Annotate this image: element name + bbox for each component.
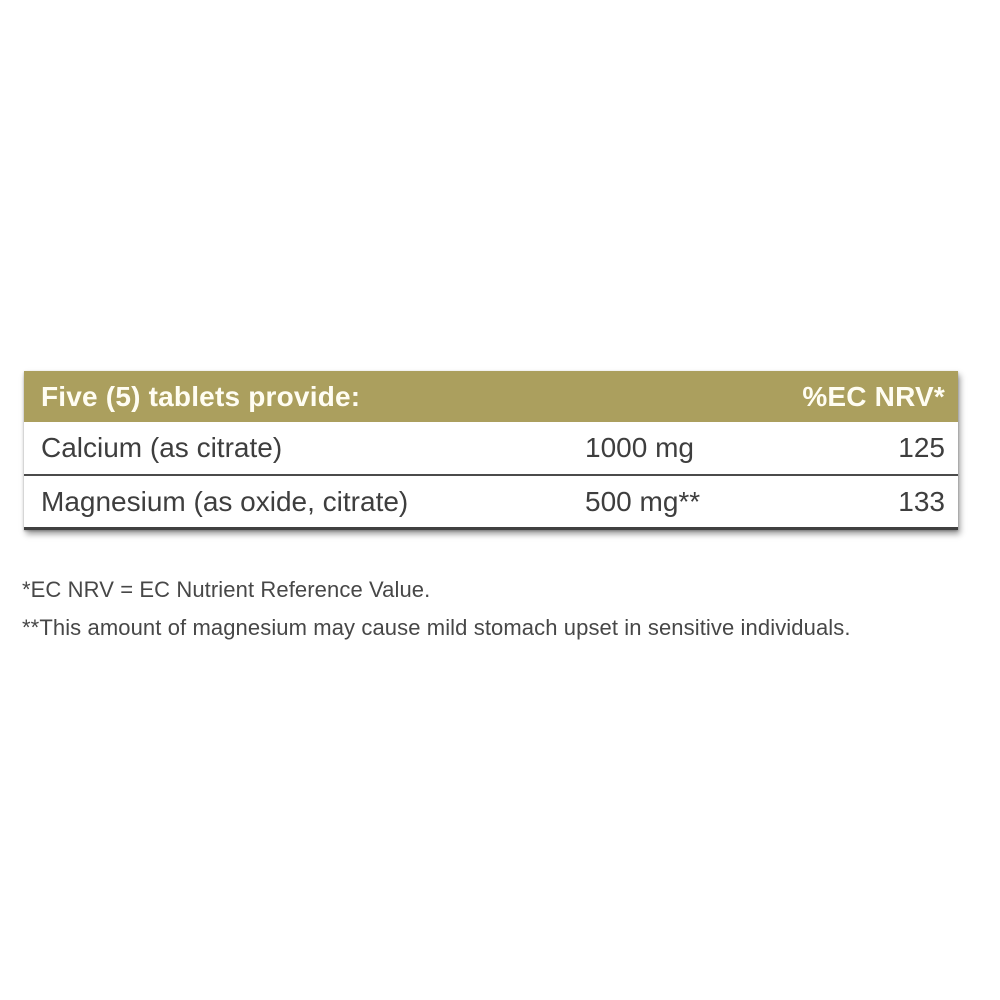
- supplement-facts-table: Five (5) tablets provide: %EC NRV* Calci…: [24, 371, 958, 530]
- nutrient-nrv-value: 133: [898, 485, 945, 517]
- nutrient-nrv-value: 125: [898, 432, 945, 463]
- nutrient-amount: 1000 mg: [585, 432, 694, 463]
- table-row-calcium: Calcium (as citrate) 1000 mg 125: [24, 422, 958, 476]
- table-row-magnesium: Magnesium (as oxide, citrate) 500 mg** 1…: [24, 476, 958, 530]
- table-header-nrv-column: %EC NRV*: [802, 380, 945, 412]
- footnote-magnesium-warning: **This amount of magnesium may cause mil…: [22, 615, 851, 640]
- nutrient-name: Calcium (as citrate): [41, 432, 283, 463]
- table-header-row: Five (5) tablets provide: %EC NRV*: [24, 371, 958, 422]
- nutrient-amount: 500 mg**: [585, 485, 701, 517]
- table-header-title: Five (5) tablets provide:: [41, 380, 361, 412]
- nutrient-name: Magnesium (as oxide, citrate): [41, 485, 409, 517]
- footnote-ec-nrv-definition: *EC NRV = EC Nutrient Reference Value.: [22, 577, 431, 602]
